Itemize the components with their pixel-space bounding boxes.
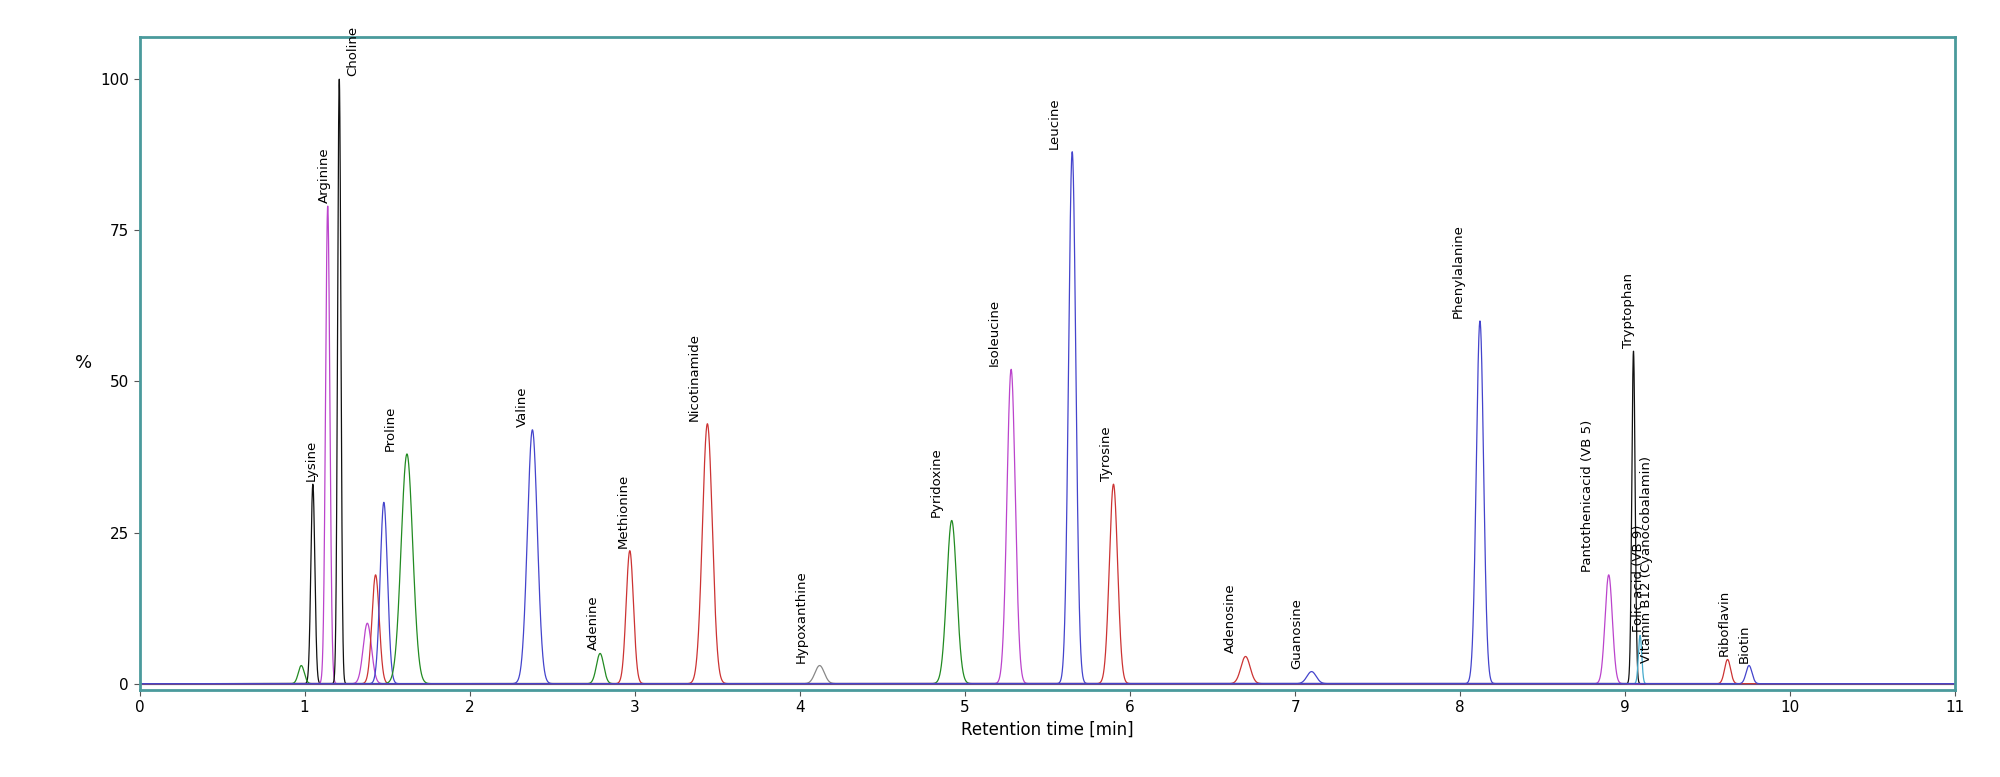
Text: Methionine: Methionine: [616, 473, 630, 548]
Text: Lysine: Lysine: [304, 440, 318, 481]
Text: Biotin: Biotin: [1738, 624, 1750, 663]
Text: Folic acid (VB 9): Folic acid (VB 9): [1632, 525, 1644, 632]
Text: Phenylalanine: Phenylalanine: [1452, 224, 1464, 318]
Text: Hypoxanthine: Hypoxanthine: [794, 570, 808, 663]
Text: Isoleucine: Isoleucine: [988, 299, 1002, 366]
Text: Pyridoxine: Pyridoxine: [930, 448, 944, 517]
Text: Choline: Choline: [346, 26, 358, 76]
Text: Nicotinamide: Nicotinamide: [688, 333, 700, 420]
Text: Adenosine: Adenosine: [1224, 584, 1238, 653]
Text: Guanosine: Guanosine: [1290, 598, 1304, 668]
Text: Valine: Valine: [516, 386, 528, 427]
Text: Proline: Proline: [384, 406, 396, 451]
Text: Tyrosine: Tyrosine: [1100, 427, 1114, 481]
Text: Adenine: Adenine: [586, 596, 600, 650]
Text: Arginine: Arginine: [318, 148, 330, 203]
Y-axis label: %: %: [74, 354, 92, 372]
X-axis label: Retention time [min]: Retention time [min]: [962, 721, 1134, 739]
Text: Leucine: Leucine: [1048, 97, 1060, 148]
Text: Vitamin B12 (Cyanocobalamin): Vitamin B12 (Cyanocobalamin): [1640, 455, 1654, 663]
Text: Tryptophan: Tryptophan: [1622, 274, 1634, 348]
Text: Pantothenicacid (VB 5): Pantothenicacid (VB 5): [1580, 420, 1594, 572]
Text: Riboflavin: Riboflavin: [1718, 591, 1730, 657]
